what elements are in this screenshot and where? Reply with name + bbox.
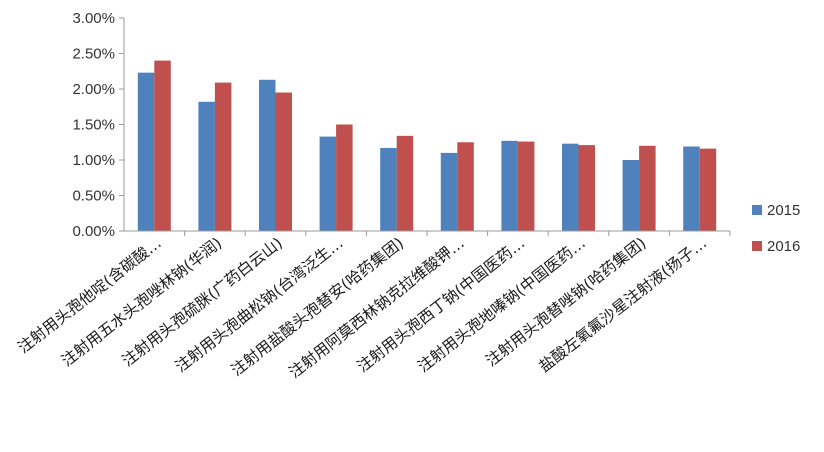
y-tick-label: 0.00% bbox=[72, 223, 115, 240]
legend: 2015 2016 bbox=[752, 202, 800, 255]
bar-2016-2 bbox=[214, 82, 232, 231]
bar-2015-7 bbox=[501, 140, 518, 231]
x-axis-labels: 注射用头孢他啶(含碳酸…注射用五水头孢唑林钠(华润)注射用头孢硫脒(广药白云山)… bbox=[15, 234, 711, 382]
bar-2016-1 bbox=[154, 60, 171, 231]
bar-2016-3 bbox=[275, 92, 292, 231]
bar-2015-4 bbox=[319, 136, 337, 231]
bar-2016-4 bbox=[336, 124, 353, 231]
y-axis-ticks: 0.00% 0.50% 1.00% 1.50% 2.00% 2.50% 3.00% bbox=[72, 10, 124, 240]
y-tick-label: 1.50% bbox=[72, 117, 115, 134]
legend-label-2015: 2015 bbox=[767, 202, 800, 219]
bar-2016-8 bbox=[578, 145, 595, 231]
bar-2016-6 bbox=[457, 142, 474, 231]
bar-group bbox=[137, 60, 731, 236]
y-tick-label: 2.00% bbox=[72, 81, 115, 98]
y-tick-label: 3.00% bbox=[72, 10, 115, 27]
bar-2016-9 bbox=[639, 145, 656, 231]
bar-2015-10 bbox=[683, 146, 700, 231]
legend-label-2016: 2016 bbox=[767, 238, 800, 255]
y-tick-label: 2.50% bbox=[72, 46, 115, 63]
bar-2015-9 bbox=[622, 160, 640, 231]
legend-swatch-2016 bbox=[752, 241, 762, 251]
y-tick-label: 1.00% bbox=[72, 152, 115, 169]
y-tick-label: 0.50% bbox=[72, 188, 115, 205]
bar-2015-1 bbox=[137, 72, 155, 231]
bar-2015-8 bbox=[562, 143, 579, 231]
bar-2015-5 bbox=[380, 147, 397, 231]
bar-2015-3 bbox=[259, 79, 276, 232]
bar-2015-2 bbox=[198, 101, 215, 231]
bar-2016-5 bbox=[396, 135, 414, 231]
legend-swatch-2015 bbox=[752, 205, 762, 215]
bar-2015-6 bbox=[440, 152, 458, 231]
bar-2016-10 bbox=[699, 148, 717, 231]
bar-2016-7 bbox=[517, 141, 535, 231]
